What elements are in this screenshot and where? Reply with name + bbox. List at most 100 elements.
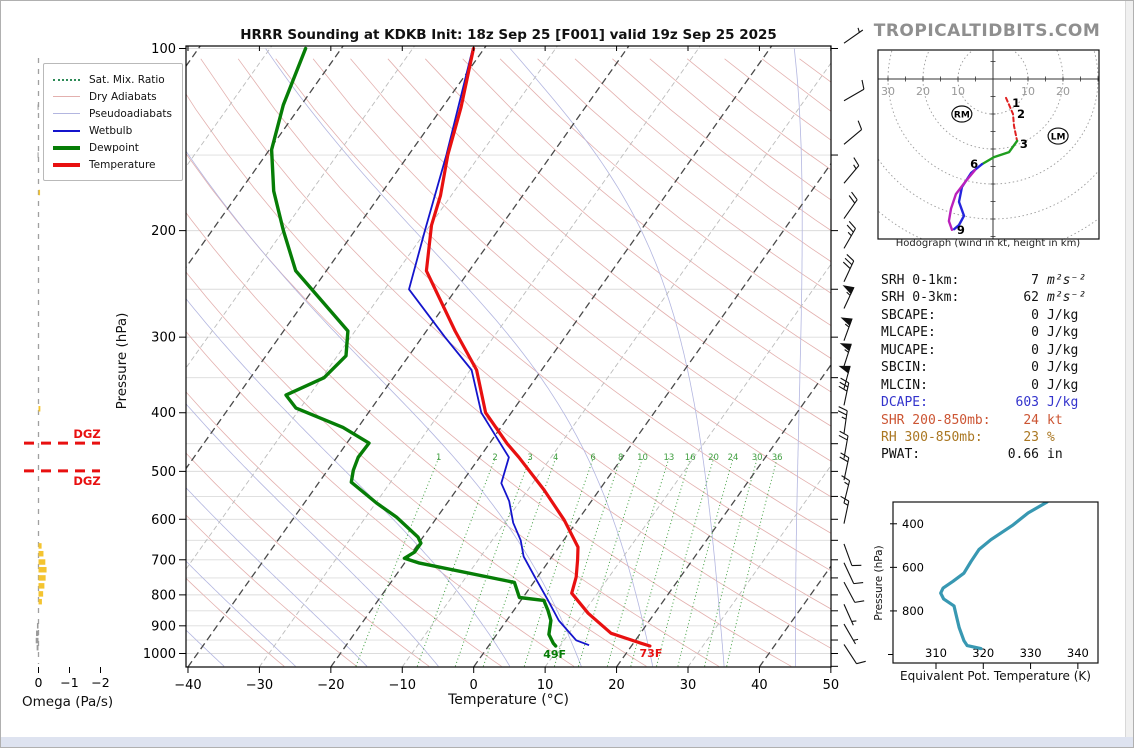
stat-label: MLCIN: [881, 377, 928, 393]
mixratio-label: 4 [553, 453, 558, 463]
x-tick-label: −10 [389, 678, 416, 693]
skewt-axes: −40 −30 −20 −10 0 10 20 30 40 50 100 200 300 400 500 60… [143, 42, 839, 693]
stat-row: PWAT: 0.66 in [881, 447, 1113, 464]
surface-temperature-label: 73F [640, 647, 663, 660]
stat-unit: J/kg [1047, 377, 1079, 393]
surface-dewpoint-label: 49F [543, 648, 566, 661]
scrollbar[interactable] [1125, 1, 1133, 747]
legend: Sat. Mix. Ratio Dry Adiabats Pseudoadiabat… [43, 63, 183, 181]
surface-temp-labels: 49F 73F [543, 647, 662, 661]
thetae-y-axis-label: Pressure (hPa) [873, 545, 885, 621]
stat-value: 0 [1031, 377, 1039, 393]
omega-tick-label: −2 [91, 675, 109, 690]
legend-item: Dry Adiabats [53, 88, 172, 105]
isotherms [186, 46, 831, 667]
mixratio-label: 8 [618, 453, 623, 463]
hodo-trace-9-12km [947, 168, 977, 232]
sw-dry-swatch [53, 96, 80, 97]
legend-item: Sat. Mix. Ratio [53, 71, 172, 88]
omega-bar [38, 406, 41, 412]
wind-barb [843, 120, 863, 145]
omega-bar [38, 543, 42, 549]
stat-unit: m²s⁻² [1047, 290, 1087, 306]
hodo-ring-label: 20 [1056, 85, 1070, 98]
stat-label: DCAPE: [881, 395, 928, 411]
dry-adiabats [186, 58, 831, 667]
sounding-traces [269, 46, 652, 648]
stat-row: MLCIN: 0 J/kg [881, 378, 1113, 395]
stat-unit: kt [1047, 412, 1063, 428]
wind-barb [839, 343, 852, 367]
sw-dew-swatch [53, 145, 80, 150]
thetae-x-tick-label: 330 [1020, 646, 1042, 660]
mixratio-label: 24 [728, 453, 739, 463]
legend-item-label: Temperature [89, 158, 156, 171]
x-tick-label: 20 [608, 678, 625, 693]
stat-label: MUCAPE: [881, 342, 936, 358]
hodograph: 30 20 10 10 20 12 3 6 9 RM LM [877, 49, 1100, 240]
wind-barb [843, 644, 866, 665]
stat-unit: J/kg [1047, 395, 1079, 411]
pseudoadiabats [186, 48, 803, 667]
y-tick-label: 400 [151, 406, 176, 421]
x-tick-label: −40 [174, 678, 201, 693]
wind-barb [843, 221, 856, 249]
stat-row: MLCAPE: 0 J/kg [881, 325, 1113, 342]
sw-pseudo-swatch [53, 113, 80, 114]
temperature-axis-label: Temperature (°C) [448, 692, 569, 708]
stat-value: 62 [1023, 290, 1039, 306]
hodo-marker-rm: RM [954, 111, 970, 121]
stat-row: MUCAPE: 0 J/kg [881, 343, 1113, 360]
legend-item-label: Dewpoint [89, 141, 139, 154]
x-tick-label: 50 [823, 678, 840, 693]
mixratio-label: 20 [708, 453, 719, 463]
stat-label: PWAT: [881, 447, 921, 463]
y-tick-label: 900 [151, 619, 176, 634]
mixratio-label: 1 [436, 453, 441, 463]
wind-barb [842, 285, 855, 309]
wind-barb [842, 254, 855, 283]
legend-item-label: Wetbulb [89, 124, 133, 137]
wind-barb [837, 406, 848, 434]
mixratio-label: 6 [590, 453, 595, 463]
wind-barb [843, 27, 864, 44]
hodo-ring-label: 10 [1021, 85, 1035, 98]
stat-unit: J/kg [1047, 360, 1079, 376]
hodo-ring-label: 20 [916, 85, 930, 98]
hodo-trace-0-3km [1005, 96, 1019, 142]
x-tick-label: −20 [317, 678, 344, 693]
stat-unit: % [1047, 429, 1055, 445]
mixratio-label: 3 [527, 453, 532, 463]
skewt-background [186, 48, 831, 654]
mixing-ratio-labels: 1 2 3 4 6 8 10 13 16 20 24 30 36 [436, 453, 783, 463]
wind-barb [838, 377, 850, 406]
stat-row: SRH 0-3km: 62 m²s⁻² [881, 290, 1113, 307]
omega-bar [38, 575, 46, 581]
y-tick-label: 100 [151, 42, 176, 57]
hodo-ring-label: 30 [881, 85, 895, 98]
hodo-height-label: 6 [970, 157, 978, 171]
mixratio-label: 2 [492, 453, 497, 463]
omega-bar [38, 591, 44, 597]
stat-row: SHR 200-850mb: 24 kt [881, 413, 1113, 430]
omega-tick-label: −1 [60, 675, 78, 690]
omega-bar [36, 644, 39, 651]
x-tick-label: 0 [470, 678, 478, 693]
wind-barb [839, 452, 850, 481]
stats-panel: SRH 0-1km: 7 m²s⁻² SRH 0-3km: 62 m²s⁻² SBCAPE:… [881, 273, 1113, 465]
omega-bar [38, 598, 42, 605]
footer-strip [1, 737, 1133, 747]
stat-unit: J/kg [1047, 307, 1079, 323]
thetae-x-tick-label: 340 [1067, 646, 1089, 660]
omega-panel: DGZ DGZ 0 −1 −2 [24, 58, 110, 690]
omega-bar [37, 104, 39, 110]
stat-label: SHR 200-850mb: [881, 412, 991, 428]
stat-label: SRH 0-1km: [881, 273, 960, 288]
stat-label: MLCAPE: [881, 325, 936, 341]
hodograph-caption: Hodograph (wind in kt, height in km) [895, 238, 1081, 249]
thetae-trace [939, 502, 1049, 651]
stat-value: 24 [1023, 412, 1039, 428]
thetae-y-tick-label: 600 [902, 560, 924, 574]
mixratio-label: 13 [663, 453, 674, 463]
